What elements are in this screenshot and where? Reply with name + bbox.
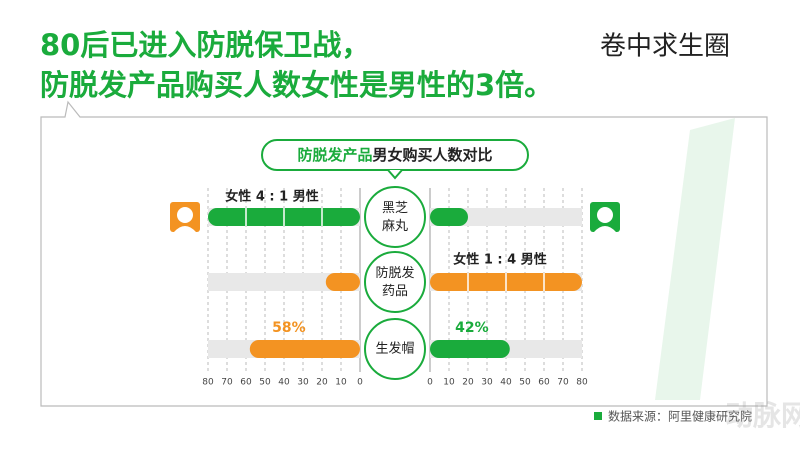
category-circle: [364, 251, 426, 313]
category-label-line: 麻丸: [382, 219, 408, 234]
x-tick-label: 30: [481, 378, 493, 388]
x-tick-label: 20: [316, 378, 328, 388]
male-avatar: [590, 202, 620, 232]
x-tick-label: 20: [462, 378, 474, 388]
bar: [249, 340, 360, 358]
bar-track: [430, 208, 582, 226]
x-tick-label: 30: [297, 378, 309, 388]
bar-track: [208, 273, 360, 291]
x-tick-label: 50: [259, 378, 271, 388]
category-label-line: 药品: [382, 284, 408, 299]
title-line: 80后已进入防脱保卫战，: [40, 28, 370, 62]
value-label: 58%: [272, 320, 306, 336]
x-tick-label: 70: [557, 378, 569, 388]
x-tick-label: 50: [519, 378, 531, 388]
decor: [655, 118, 735, 400]
source: 数据来源：阿里健康研究院: [608, 409, 752, 424]
x-tick-label: 10: [443, 378, 455, 388]
ratio-annotation: 女性 1 : 4 男性: [453, 252, 546, 268]
x-tick-label: 80: [202, 378, 214, 388]
brand: 卷中求生圈: [600, 32, 730, 62]
category-label-line: 防脱发: [375, 265, 414, 281]
chart-title: 防脱发产品男女购买人数对比: [297, 146, 492, 164]
category-circle: [364, 318, 426, 380]
bar: [325, 273, 360, 291]
category-label: 生发帽: [375, 341, 414, 357]
bar: [430, 340, 510, 358]
pill-tail: [387, 169, 403, 180]
category-label-line: 黑芝: [382, 200, 408, 216]
ratio-annotation: 女性 4 : 1 男性: [225, 189, 318, 205]
watermark: 动脉网: [725, 399, 800, 432]
frame: [40, 100, 768, 407]
category-circle: [364, 186, 426, 248]
bar: [430, 208, 468, 226]
chart-title-part: 男女购买人数对比: [373, 146, 493, 164]
x-tick-label: 70: [221, 378, 233, 388]
category-label: 黑芝麻丸: [382, 200, 408, 234]
x-tick-label: 60: [538, 378, 550, 388]
chart-title-part: 防脱发产品: [297, 146, 372, 164]
x-tick-label: 60: [240, 378, 252, 388]
x-tick-label: 40: [278, 378, 290, 388]
x-tick-label: 40: [500, 378, 512, 388]
female-avatar: [170, 202, 200, 232]
category-label: 防脱发药品: [375, 265, 414, 299]
x-tick-label: 10: [335, 378, 347, 388]
source-icon: [594, 412, 602, 420]
value-label: 42%: [455, 320, 489, 336]
x-tick-label: 0: [357, 378, 363, 388]
x-tick-label: 0: [427, 378, 433, 388]
title-line: 防脱发产品购买人数女性是男性的3倍。: [40, 68, 553, 102]
x-tick-label: 80: [576, 378, 588, 388]
